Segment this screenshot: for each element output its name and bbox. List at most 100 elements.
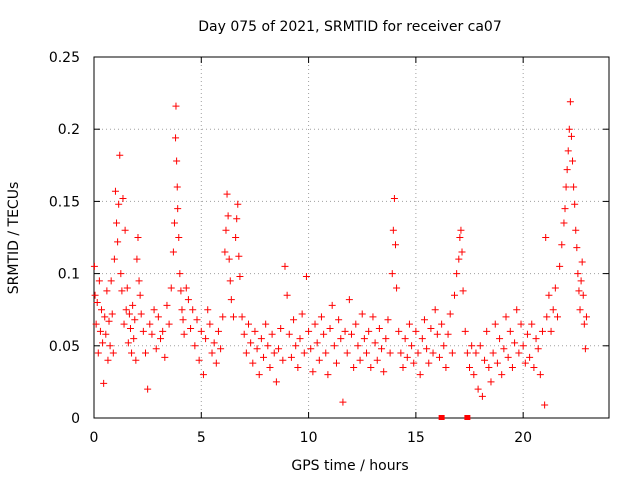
data-point [193, 316, 201, 324]
data-point [229, 313, 237, 321]
data-point [255, 371, 263, 379]
data-point [170, 219, 178, 227]
data-point [236, 272, 244, 280]
data-point [578, 258, 586, 266]
data-point [152, 345, 160, 353]
data-point [570, 183, 578, 191]
data-point [177, 287, 185, 295]
data-point [541, 401, 549, 409]
data-point [119, 195, 127, 203]
data-point [146, 320, 154, 328]
data-point [294, 363, 302, 371]
data-point [393, 284, 401, 292]
data-point [313, 339, 321, 347]
data-point [227, 296, 235, 304]
data-point [440, 342, 448, 350]
data-point [343, 349, 351, 357]
data-point [221, 248, 229, 256]
data-point [386, 349, 394, 357]
data-point [431, 306, 439, 314]
data-point [339, 398, 347, 406]
data-point [461, 327, 469, 335]
data-point [478, 392, 486, 400]
data-point [292, 342, 300, 350]
data-point [521, 359, 529, 367]
data-point [382, 335, 390, 343]
data-point [129, 301, 137, 309]
data-point [173, 183, 181, 191]
data-point [483, 327, 491, 335]
data-point [563, 166, 571, 174]
x-tick-label: 0 [90, 430, 99, 446]
data-point [579, 291, 587, 299]
data-point [130, 335, 138, 343]
y-axis-label: SRMTID / TECUs [6, 182, 22, 295]
data-point [438, 320, 446, 328]
data-point [345, 296, 353, 304]
data-point [513, 306, 521, 314]
data-point [120, 320, 128, 328]
data-point [337, 335, 345, 343]
data-point [328, 301, 336, 309]
data-point [463, 349, 471, 357]
data-point [90, 262, 98, 270]
data-point [567, 132, 575, 140]
data-point [107, 277, 115, 285]
data-point [468, 342, 476, 350]
data-point [180, 330, 188, 338]
data-point [575, 287, 583, 295]
data-point [135, 277, 143, 285]
data-point [423, 345, 431, 353]
data-point [219, 313, 227, 321]
data-point [365, 327, 373, 335]
data-point [572, 226, 580, 234]
data-point [163, 301, 171, 309]
data-point [122, 306, 130, 314]
data-point [257, 335, 265, 343]
data-point [384, 316, 392, 324]
data-point [161, 353, 169, 361]
data-point [184, 296, 192, 304]
data-point [126, 324, 134, 332]
data-point [224, 212, 232, 220]
data-point [389, 226, 397, 234]
data-point [576, 306, 584, 314]
data-point [356, 356, 364, 364]
data-point [208, 349, 216, 357]
data-point [121, 226, 129, 234]
data-point [101, 313, 109, 321]
data-point [580, 320, 588, 328]
data-point [270, 349, 278, 357]
data-point [504, 353, 512, 361]
data-point [300, 349, 308, 357]
data-point [378, 345, 386, 353]
data-point [496, 335, 504, 343]
data-point [416, 371, 424, 379]
data-point [175, 234, 183, 241]
data-point [502, 313, 510, 321]
plot-area-frame [93, 56, 610, 419]
data-point [534, 345, 542, 353]
data-point [538, 327, 546, 335]
data-point [226, 277, 234, 285]
data-point [457, 226, 465, 234]
data-point [199, 371, 207, 379]
data-point [470, 371, 478, 379]
y-tick-label: 0.2 [58, 122, 80, 138]
data-point [124, 339, 132, 347]
data-point [444, 330, 452, 338]
data-point [459, 287, 467, 295]
data-point [532, 335, 540, 343]
data-point [275, 345, 283, 353]
data-point [116, 151, 124, 159]
data-point [272, 378, 280, 386]
data-point [91, 291, 99, 299]
data-point [251, 327, 259, 335]
data-point [574, 270, 582, 278]
data-point [110, 255, 118, 263]
data-point [191, 342, 199, 350]
data-point [474, 385, 482, 393]
data-point [542, 234, 550, 241]
data-point [95, 277, 103, 285]
